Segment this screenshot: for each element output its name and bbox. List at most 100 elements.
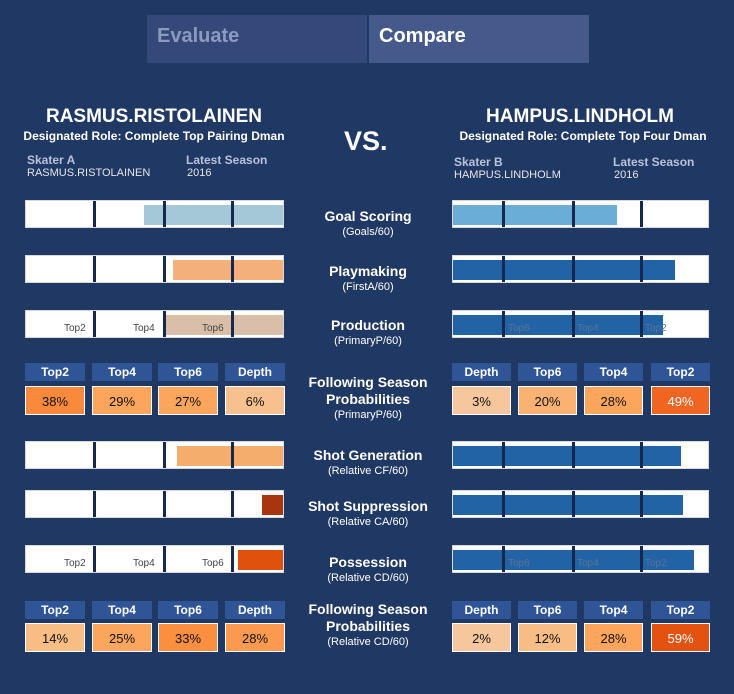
right-production-bar[interactable]: Top6 Top4 Top2 (452, 310, 709, 338)
divider (163, 491, 166, 517)
metric-playmaking: Playmaking (FirstA/60) (292, 263, 444, 294)
divider (163, 442, 166, 468)
right-shot-generation-bar[interactable] (452, 441, 709, 469)
prob-cell: 2% (452, 623, 511, 652)
divider (572, 311, 575, 337)
prob-cell: 25% (92, 623, 152, 652)
season-a-value[interactable]: 2016 (187, 167, 212, 179)
bar-fill (173, 260, 283, 280)
season-a-label: Latest Season (186, 153, 268, 167)
metric-subtitle: (FirstA/60) (342, 281, 394, 293)
prob-cell: 14% (25, 623, 85, 652)
left-possession-bar[interactable]: Top2 Top4 Top6 (25, 545, 284, 573)
divider (163, 256, 166, 282)
prob-cell: 49% (651, 386, 710, 415)
vs-label: VS. (344, 126, 388, 156)
divider (572, 491, 575, 517)
prob-header: Depth (452, 601, 511, 619)
bar-fill (453, 495, 683, 515)
divider (163, 311, 166, 337)
tab-compare[interactable]: Compare (369, 15, 589, 63)
tick-label: Top6 (202, 558, 224, 569)
metric-subtitle: (Relative CD/60) (327, 636, 409, 648)
bar-fill (144, 205, 283, 225)
tab-evaluate[interactable]: Evaluate (147, 15, 367, 63)
skater-b-role: Designated Role: Complete Top Four Dman (459, 129, 707, 143)
divider (640, 546, 643, 572)
divider (502, 491, 505, 517)
prob-header: Depth (225, 601, 285, 619)
prob-cell: 20% (518, 386, 577, 415)
divider (93, 442, 96, 468)
left-shot-generation-bar[interactable] (25, 441, 284, 469)
prob-cell: 29% (92, 386, 152, 415)
tick-label: Top6 (508, 558, 530, 569)
divider (231, 311, 234, 337)
tick-label: Top2 (645, 323, 667, 334)
prob-header: Depth (225, 363, 285, 381)
tick-label: Top4 (577, 558, 599, 569)
metric-subtitle: (PrimaryP/60) (334, 409, 402, 421)
left-production-bar[interactable]: Top2 Top4 Top6 (25, 310, 284, 338)
prob-cell: 12% (518, 623, 577, 652)
bar-fill (453, 205, 617, 225)
metric-goal-scoring: Goal Scoring (Goals/60) (292, 208, 444, 239)
metric-subtitle: (Relative CD/60) (327, 572, 409, 584)
bar-fill (453, 446, 681, 466)
divider (93, 491, 96, 517)
divider (572, 546, 575, 572)
metric-probabilities-2: Following Season Probabilities (Relative… (298, 601, 438, 649)
skater-b-label: Skater B (454, 155, 503, 169)
prob-header: Top6 (158, 601, 218, 619)
bar-fill (453, 315, 663, 335)
prob-header: Top6 (518, 601, 577, 619)
divider (93, 311, 96, 337)
divider (640, 201, 643, 227)
skater-b-name: HAMPUS.LINDHOLM (486, 106, 674, 127)
right-shot-suppression-bar[interactable] (452, 490, 709, 518)
tick-label: Top6 (202, 323, 224, 334)
divider (502, 442, 505, 468)
skater-b-value[interactable]: HAMPUS.LINDHOLM (454, 169, 561, 181)
metric-subtitle: (PrimaryP/60) (334, 335, 402, 347)
season-b-value[interactable]: 2016 (614, 169, 639, 181)
metric-shot-generation: Shot Generation (Relative CF/60) (292, 447, 444, 478)
tick-label: Top2 (64, 323, 86, 334)
tick-label: Top4 (133, 558, 155, 569)
divider (163, 546, 166, 572)
left-shot-suppression-bar[interactable] (25, 490, 284, 518)
skater-a-label: Skater A (27, 153, 76, 167)
skater-a-role: Designated Role: Complete Top Pairing Dm… (23, 129, 285, 143)
prob-header: Top2 (651, 363, 710, 381)
right-goal-scoring-bar[interactable] (452, 200, 709, 228)
metric-subtitle: (Goals/60) (342, 226, 394, 238)
divider (231, 442, 234, 468)
divider (572, 256, 575, 282)
metric-subtitle: (Relative CA/60) (327, 516, 409, 528)
prob-header: Top4 (584, 363, 643, 381)
right-possession-bar[interactable]: Top6 Top4 Top2 (452, 545, 709, 573)
divider (572, 442, 575, 468)
divider (502, 546, 505, 572)
bar-fill (177, 446, 283, 466)
prob-cell: 38% (25, 386, 85, 415)
prob-header: Depth (452, 363, 511, 381)
metric-title: Production (331, 317, 405, 333)
prob-cell: 6% (225, 386, 285, 415)
metric-possession: Possession (Relative CD/60) (292, 554, 444, 585)
divider (640, 311, 643, 337)
prob-cell: 28% (225, 623, 285, 652)
right-playmaking-bar[interactable] (452, 255, 709, 283)
divider (93, 201, 96, 227)
divider (231, 201, 234, 227)
skater-a-value[interactable]: RASMUS.RISTOLAINEN (27, 167, 151, 179)
season-b-label: Latest Season (613, 155, 695, 169)
divider (572, 201, 575, 227)
left-playmaking-bar[interactable] (25, 255, 284, 283)
metric-shot-suppression: Shot Suppression (Relative CA/60) (292, 498, 444, 529)
left-goal-scoring-bar[interactable] (25, 200, 284, 228)
prob-header: Top4 (92, 601, 152, 619)
bar-fill (453, 260, 675, 280)
divider (163, 201, 166, 227)
prob-header: Top2 (25, 601, 85, 619)
